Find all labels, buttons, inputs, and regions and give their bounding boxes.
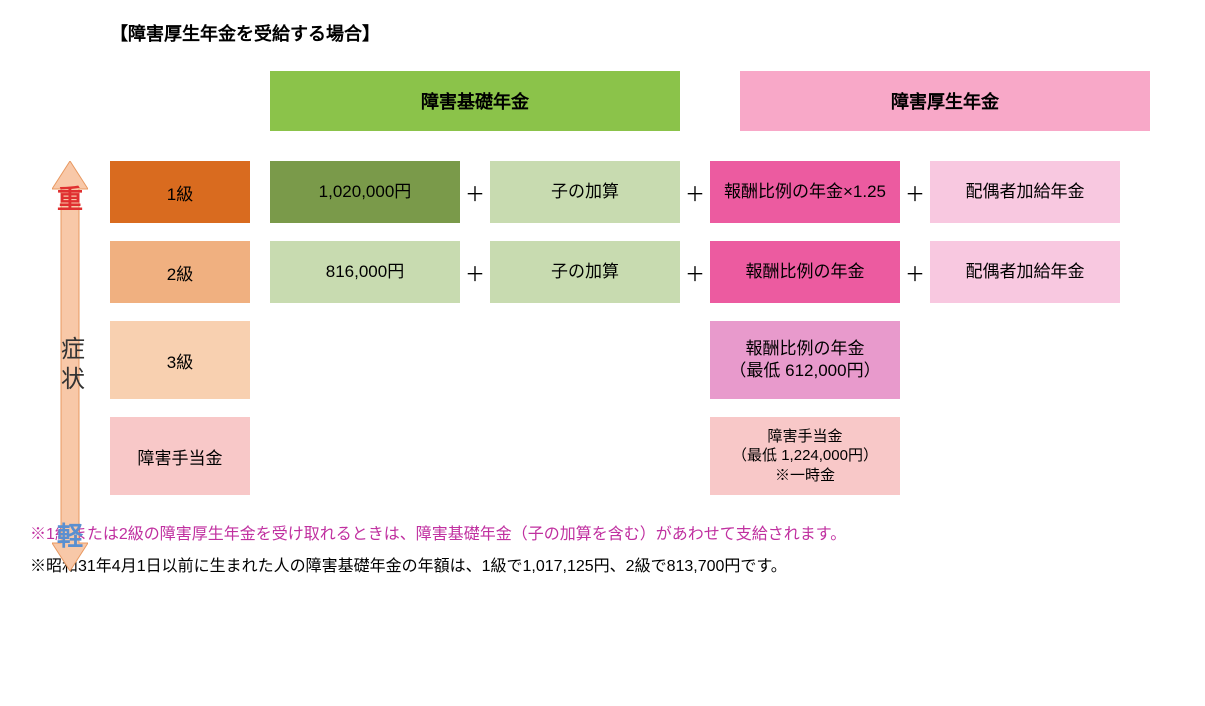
amount-cell: 816,000円 — [270, 241, 460, 303]
spouse-allowance-cell: 配偶者加給年金 — [930, 161, 1120, 223]
proportional-line1: 報酬比例の年金 — [729, 338, 880, 360]
arrow-label-light: 軽 — [57, 516, 83, 553]
plus-icon: ＋ — [460, 241, 490, 303]
level-box: 2級 — [110, 241, 250, 303]
proportional-cell: 報酬比例の年金×1.25 — [710, 161, 900, 223]
arrow-label-heavy: 重 — [57, 179, 83, 216]
child-allowance-cell: 子の加算 — [490, 241, 680, 303]
proportional-cell: 報酬比例の年金 （最低 612,000円） — [710, 321, 900, 399]
proportional-cell: 障害手当金 （最低 1,224,000円） ※一時金 — [710, 417, 900, 495]
plus-icon: ＋ — [460, 161, 490, 223]
page-title: 【障害厚生年金を受給する場合】 — [110, 20, 1175, 46]
amount-cell: 1,020,000円 — [270, 161, 460, 223]
diagram: 重 症状 軽 障害基礎年金 障害厚生年金 1級 1,020,000円 ＋ 子の加… — [40, 71, 1175, 495]
footnote-1: ※1級または2級の障害厚生年金を受け取れるときは、障害基礎年金（子の加算を含む）… — [30, 520, 1175, 544]
plus-icon: ＋ — [680, 241, 710, 303]
plus-icon: ＋ — [900, 161, 930, 223]
row-grade1: 1級 1,020,000円 ＋ 子の加算 ＋ 報酬比例の年金×1.25 ＋ 配偶… — [110, 161, 1175, 223]
arrow-label-mid: 症状 — [53, 336, 88, 396]
plus-icon: ＋ — [680, 161, 710, 223]
proportional-cell: 報酬比例の年金 — [710, 241, 900, 303]
proportional-line2: （最低 1,224,000円） — [732, 446, 878, 466]
row-grade2: 2級 816,000円 ＋ 子の加算 ＋ 報酬比例の年金 ＋ 配偶者加給年金 — [110, 241, 1175, 303]
plus-icon: ＋ — [900, 241, 930, 303]
footnotes: ※1級または2級の障害厚生年金を受け取れるときは、障害基礎年金（子の加算を含む）… — [30, 520, 1175, 576]
level-box: 1級 — [110, 161, 250, 223]
footnote-2: ※昭和31年4月1日以前に生まれた人の障害基礎年金の年額は、1級で1,017,1… — [30, 552, 1175, 576]
child-allowance-cell: 子の加算 — [490, 161, 680, 223]
spouse-allowance-cell: 配偶者加給年金 — [930, 241, 1120, 303]
severity-arrow: 重 症状 軽 — [40, 161, 100, 571]
proportional-line2: （最低 612,000円） — [729, 360, 880, 382]
row-grade3: 3級 報酬比例の年金 （最低 612,000円） — [110, 321, 1175, 399]
header-kosei: 障害厚生年金 — [740, 71, 1150, 131]
header-row: 障害基礎年金 障害厚生年金 — [110, 71, 1175, 131]
proportional-line1: 障害手当金 — [732, 427, 878, 447]
proportional-line3: ※一時金 — [732, 466, 878, 486]
level-box: 障害手当金 — [110, 417, 250, 495]
header-kiso: 障害基礎年金 — [270, 71, 680, 131]
level-box: 3級 — [110, 321, 250, 399]
row-allowance: 障害手当金 障害手当金 （最低 1,224,000円） ※一時金 — [110, 417, 1175, 495]
